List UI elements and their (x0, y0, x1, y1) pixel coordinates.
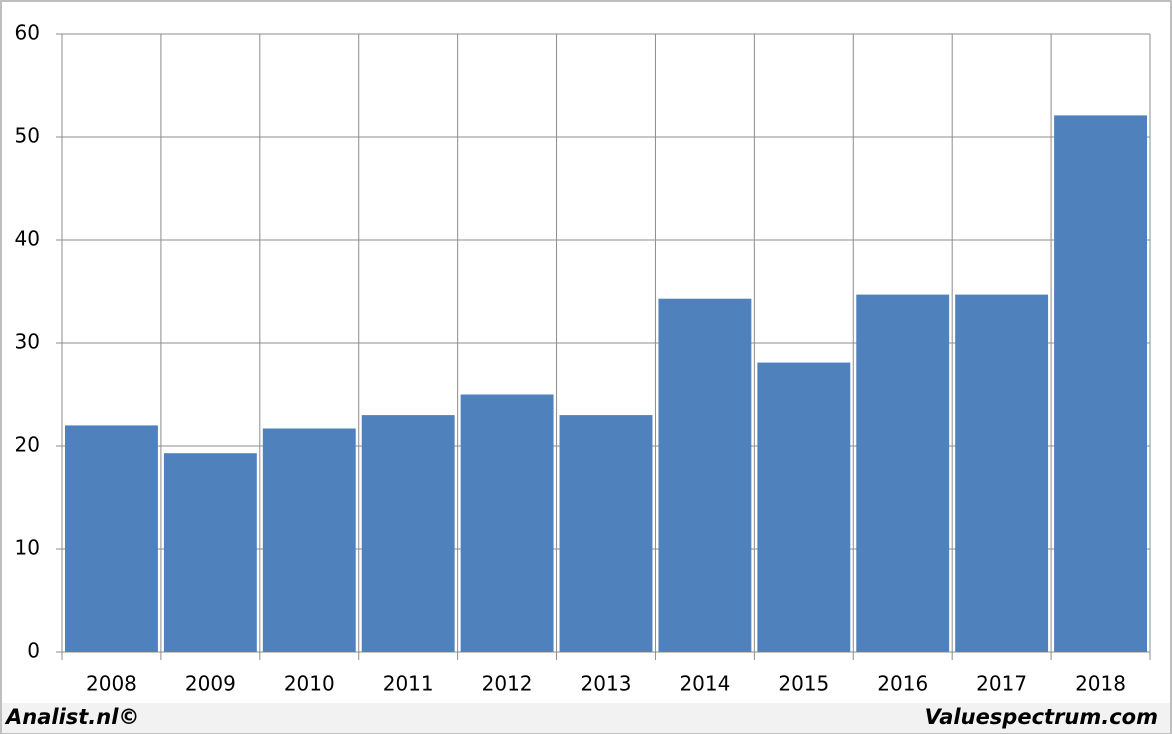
x-tick-label: 2017 (976, 672, 1027, 696)
bar (65, 425, 158, 652)
footer-band (2, 703, 1170, 733)
x-tick-label: 2009 (185, 672, 236, 696)
y-tick-label: 50 (15, 124, 40, 148)
x-tick-label: 2018 (1075, 672, 1126, 696)
bar (559, 415, 653, 652)
x-tick-label: 2013 (581, 672, 632, 696)
y-tick-label: 0 (27, 639, 40, 663)
y-tick-label: 20 (15, 433, 40, 457)
footer-left: Analist.nl© (4, 705, 139, 729)
x-tick-label: 2015 (778, 672, 829, 696)
bar (1054, 115, 1147, 653)
x-tick-label: 2010 (284, 672, 335, 696)
bar (856, 294, 950, 652)
y-tick-label: 40 (15, 227, 40, 251)
footer-right: Valuespectrum.com (925, 705, 1158, 729)
bar (460, 394, 554, 652)
y-tick-label: 10 (15, 536, 40, 560)
bar (262, 428, 356, 652)
bar (757, 362, 851, 652)
x-tick-label: 2011 (383, 672, 434, 696)
x-tick-label: 2016 (877, 672, 928, 696)
bar (163, 453, 257, 652)
bar (361, 415, 455, 652)
x-tick-label: 2008 (86, 672, 137, 696)
x-tick-label: 2012 (482, 672, 533, 696)
y-tick-label: 60 (15, 21, 40, 45)
y-tick-label: 30 (15, 330, 40, 354)
x-tick-label: 2014 (679, 672, 730, 696)
bar (658, 298, 752, 652)
bar (955, 294, 1049, 652)
